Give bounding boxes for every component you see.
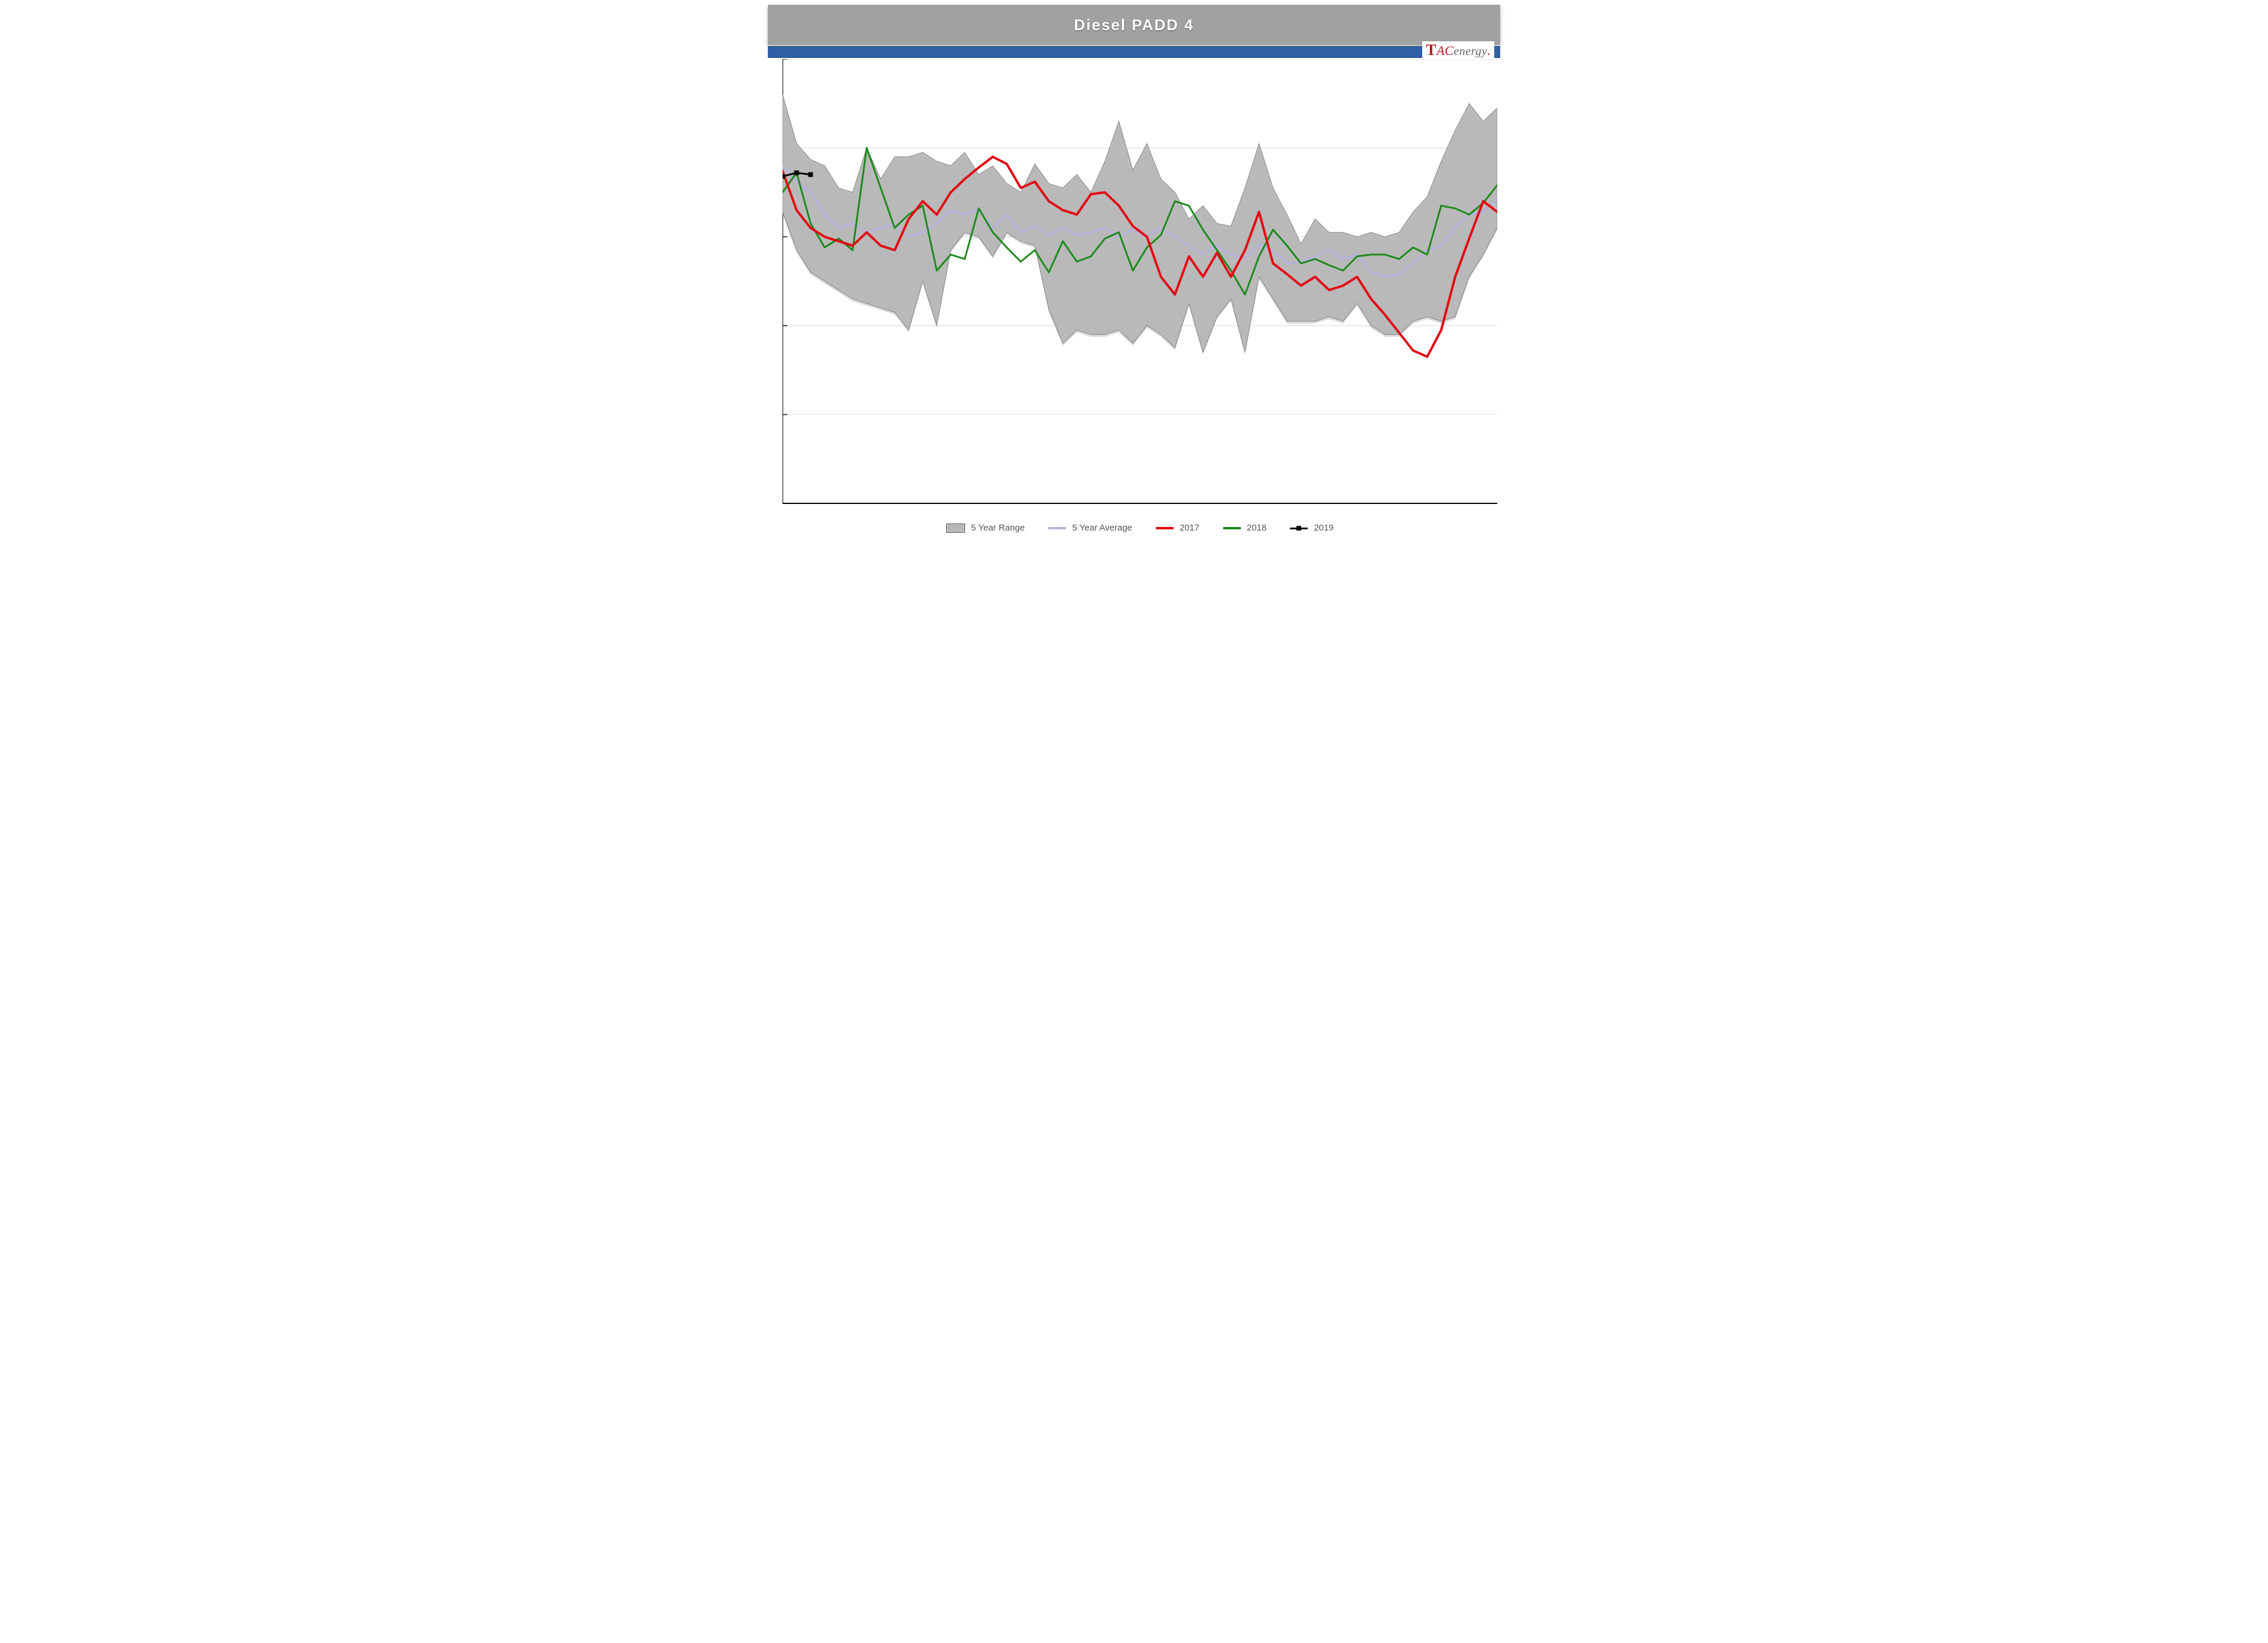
legend-swatch-2017-icon [1156, 527, 1174, 529]
legend-label-range: 5 Year Range [971, 523, 1025, 533]
legend-label-2017: 2017 [1179, 523, 1199, 533]
chart-svg: 5 [783, 59, 1497, 533]
plot-area: 5 5 Year Range 5 Year Average 2017 2018 … [783, 59, 1497, 533]
legend-label-avg: 5 Year Average [1072, 523, 1132, 533]
chart-title: Diesel PADD 4 [768, 5, 1500, 45]
legend: 5 Year Range 5 Year Average 2017 2018 20… [783, 522, 1497, 533]
chart-frame: Diesel PADD 4 TACenergy. 5 5 Year Range … [756, 0, 1512, 548]
blue-strip [768, 46, 1500, 58]
tac-energy-logo: TACenergy. [1422, 41, 1494, 59]
legend-item-2018: 2018 [1223, 523, 1267, 533]
legend-item-range: 5 Year Range [946, 523, 1025, 533]
legend-swatch-avg-icon [1048, 527, 1066, 529]
legend-item-2019: 2019 [1290, 523, 1334, 533]
logo-t: T [1426, 41, 1436, 58]
logo-dot: . [1487, 43, 1491, 58]
legend-swatch-2019-icon [1290, 525, 1308, 532]
legend-swatch-2018-icon [1223, 527, 1241, 529]
legend-item-avg: 5 Year Average [1048, 523, 1132, 533]
title-bar: Diesel PADD 4 [768, 5, 1500, 45]
legend-item-2017: 2017 [1156, 523, 1200, 533]
legend-swatch-range-icon [946, 523, 965, 533]
logo-energy: energy [1454, 45, 1487, 58]
legend-label-2018: 2018 [1247, 523, 1266, 533]
legend-label-2019: 2019 [1314, 523, 1334, 533]
logo-ac: AC [1436, 43, 1454, 58]
